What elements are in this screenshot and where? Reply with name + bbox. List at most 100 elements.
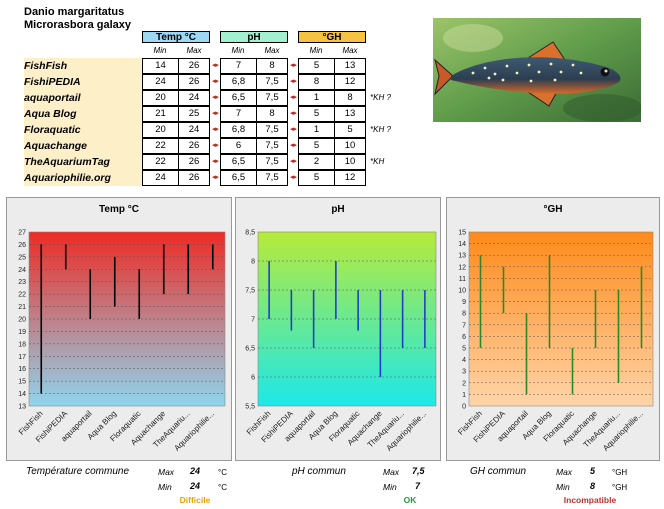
table-cell-ph-min: 6 [220, 138, 257, 154]
link-arrows-icon: ◂▸ [212, 62, 220, 69]
table-cell-temp-min: 20 [142, 90, 179, 106]
gh-chart-title: °GH [543, 204, 563, 215]
temp-chart-panel: Temp °C 13 14 15 16 17 18 19 20 21 22 23 24 25 26 27 Fi… [6, 197, 232, 461]
species-name: Danio margaritatus [24, 6, 125, 18]
fish-photo [433, 18, 643, 122]
temp-min-label: Min [153, 46, 167, 55]
source-name: Aquariophilie.org [24, 172, 111, 184]
source-name: Aquachange [24, 140, 88, 152]
table-cell-ph-min: 6,8 [220, 74, 257, 90]
table-cell-gh-min: 8 [298, 74, 335, 90]
gh-chart-panel: °GH 0 1 2 3 4 5 6 7 8 9 10 11 12 13 14 15 FishFish FishiP… [446, 197, 660, 461]
gh-min-label: Min [309, 46, 323, 55]
y-tick-label: 7 [251, 317, 255, 324]
y-tick-label: 6 [462, 334, 466, 341]
row-note: *KH ? [370, 93, 391, 102]
link-arrows-icon: ◂▸ [290, 158, 298, 165]
table-cell-temp-max: 26 [178, 138, 210, 154]
temp-summary-label: Température commune [26, 466, 130, 477]
source-name: Floraquatic [24, 124, 81, 136]
temp-common-min: 24 [190, 481, 201, 491]
table-cell-gh-max: 12 [334, 170, 366, 186]
gh-common-max: 5 [590, 466, 596, 476]
x-tick-label: Aquariophilie... [385, 409, 429, 453]
link-arrows-icon: ◂▸ [290, 110, 298, 117]
y-tick-label: 2 [462, 380, 466, 387]
source-name: aquaportail [24, 92, 81, 104]
link-arrows-icon: ◂▸ [212, 174, 220, 181]
table-cell-ph-min: 6,5 [220, 90, 257, 106]
temp-max-caption: Max [158, 467, 175, 477]
table-cell-gh-min: 5 [298, 58, 335, 74]
table-cell-gh-max: 10 [334, 154, 366, 170]
y-tick-label: 14 [18, 391, 26, 398]
table-cell-temp-min: 20 [142, 122, 179, 138]
ph-chart: 5,566,577,588,5FishFishFishiPEDIAaquapor… [245, 230, 437, 453]
y-tick-label: 8 [462, 311, 466, 318]
y-tick-label: 7 [462, 322, 466, 329]
link-arrows-icon: ◂▸ [290, 62, 298, 69]
table-cell-gh-max: 10 [334, 138, 366, 154]
temp-min-unit: °C [218, 483, 227, 492]
link-arrows-icon: ◂▸ [290, 142, 298, 149]
y-tick-label: 6,5 [245, 346, 255, 353]
y-tick-label: 1 [462, 392, 466, 399]
y-tick-label: 27 [18, 230, 26, 237]
table-cell-gh-min: 5 [298, 106, 335, 122]
table-cell-temp-max: 26 [178, 58, 210, 74]
table-cell-ph-max: 7,5 [256, 90, 288, 106]
ph-common-max: 7,5 [412, 466, 425, 476]
y-tick-label: 11 [459, 276, 466, 283]
table-cell-gh-max: 5 [334, 122, 366, 138]
table-cell-gh-max: 8 [334, 90, 366, 106]
y-tick-label: 26 [18, 242, 26, 249]
y-tick-label: 8,5 [245, 230, 255, 237]
table-cell-temp-min: 24 [142, 74, 179, 90]
y-tick-label: 10 [458, 288, 466, 295]
table-cell-gh-max: 12 [334, 74, 366, 90]
gh-max-unit: °GH [612, 468, 628, 477]
link-arrows-icon: ◂▸ [290, 94, 298, 101]
y-tick-label: 13 [458, 253, 466, 260]
table-cell-temp-max: 24 [178, 122, 210, 138]
y-tick-label: 8 [251, 259, 255, 266]
row-note: *KH [370, 157, 385, 166]
y-tick-label: 5 [462, 346, 466, 353]
source-name: FishFish [24, 60, 68, 72]
link-arrows-icon: ◂▸ [212, 158, 220, 165]
y-tick-label: 15 [18, 379, 26, 386]
table-cell-ph-max: 8 [256, 106, 288, 122]
y-tick-label: 17 [18, 354, 26, 361]
y-tick-label: 9 [462, 299, 466, 306]
plot-area [468, 231, 654, 407]
temp-max-label: Max [186, 46, 202, 55]
y-tick-label: 6 [251, 375, 255, 382]
table-cell-gh-min: 5 [298, 138, 335, 154]
table-cell-gh-min: 1 [298, 90, 335, 106]
gh-max-label: Max [342, 46, 358, 55]
y-tick-label: 16 [18, 366, 26, 373]
y-tick-label: 25 [18, 254, 26, 261]
table-cell-temp-max: 25 [178, 106, 210, 122]
table-cell-gh-max: 13 [334, 106, 366, 122]
source-name: FishiPEDIA [24, 76, 81, 88]
link-arrows-icon: ◂▸ [212, 142, 220, 149]
source-name: TheAquariumTag [24, 156, 110, 168]
ph-summary-label: pH commun [292, 466, 346, 477]
table-cell-ph-min: 7 [220, 58, 257, 74]
table-cell-temp-min: 24 [142, 170, 179, 186]
link-arrows-icon: ◂▸ [212, 94, 220, 101]
table-cell-temp-max: 26 [178, 74, 210, 90]
table-cell-ph-min: 6,8 [220, 122, 257, 138]
table-cell-temp-min: 22 [142, 138, 179, 154]
table-cell-temp-min: 22 [142, 154, 179, 170]
table-cell-ph-max: 7,5 [256, 122, 288, 138]
ph-min-label: Min [231, 46, 245, 55]
table-cell-ph-max: 7,5 [256, 138, 288, 154]
row-note: *KH ? [370, 125, 391, 134]
gh-min-caption: Min [556, 482, 570, 492]
species-synonym: Microrasbora galaxy [24, 19, 131, 31]
y-tick-label: 15 [458, 230, 466, 237]
table-cell-gh-max: 13 [334, 58, 366, 74]
y-tick-label: 5,5 [245, 404, 255, 411]
